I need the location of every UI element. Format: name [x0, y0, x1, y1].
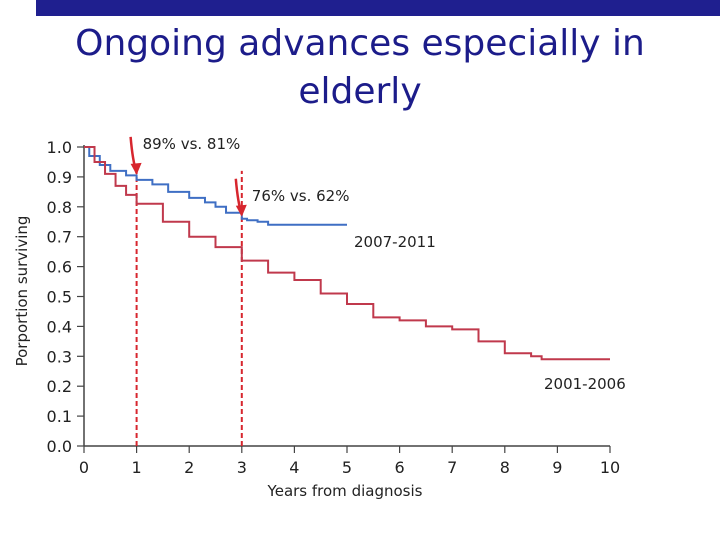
- y-tick-label: 0.1: [47, 407, 72, 426]
- y-tick-label: 1.0: [47, 138, 72, 157]
- x-tick-label: 2: [184, 458, 194, 477]
- series-line-earlier: [84, 146, 610, 361]
- annotation-arrowhead: [130, 162, 142, 175]
- y-tick-label: 0.0: [47, 437, 72, 456]
- x-tick-label: 0: [79, 458, 89, 477]
- y-axis-label: Porportion surviving: [13, 216, 31, 367]
- title-accent-bar: [36, 0, 720, 16]
- y-tick-label: 0.3: [47, 347, 72, 366]
- x-tick-label: 1: [132, 458, 142, 477]
- y-tick-label: 0.5: [47, 288, 72, 307]
- x-tick-label: 8: [500, 458, 510, 477]
- slide-title-line-1: Ongoing advances especially in: [75, 23, 645, 64]
- annotation-label: 89% vs. 81%: [143, 135, 241, 153]
- annotation-label: 76% vs. 62%: [252, 187, 350, 205]
- series-label-2007-2011: 2007-2011: [354, 233, 436, 251]
- series-line-recent: [84, 146, 347, 226]
- x-tick-label: 6: [395, 458, 405, 477]
- x-tick-label: 4: [289, 458, 299, 477]
- x-tick-label: 10: [600, 458, 620, 477]
- slide-title: Ongoing advances especially in elderly: [40, 20, 680, 116]
- x-axis-label: Years from diagnosis: [267, 482, 423, 500]
- x-tick-label: 9: [552, 458, 562, 477]
- series-label-2001-2006: 2001-2006: [544, 375, 626, 393]
- x-tick-label: 7: [447, 458, 457, 477]
- y-tick-label: 0.4: [47, 317, 72, 336]
- y-tick-label: 0.9: [47, 168, 72, 187]
- y-tick-label: 0.8: [47, 198, 72, 217]
- y-tick-label: 0.2: [47, 377, 72, 396]
- y-tick-label: 0.7: [47, 228, 72, 247]
- y-tick-label: 0.6: [47, 258, 72, 277]
- survival-chart: 0.0 0.1 0.2 0.3 0.4 0.5 0.6 0.7 0.8 0.9 1.0 0 1 2 3 4 5 6…: [13, 135, 626, 500]
- slide-title-line-2: elderly: [298, 71, 422, 112]
- annotation-arrowhead: [235, 204, 247, 217]
- x-tick-label: 3: [237, 458, 247, 477]
- x-tick-label: 5: [342, 458, 352, 477]
